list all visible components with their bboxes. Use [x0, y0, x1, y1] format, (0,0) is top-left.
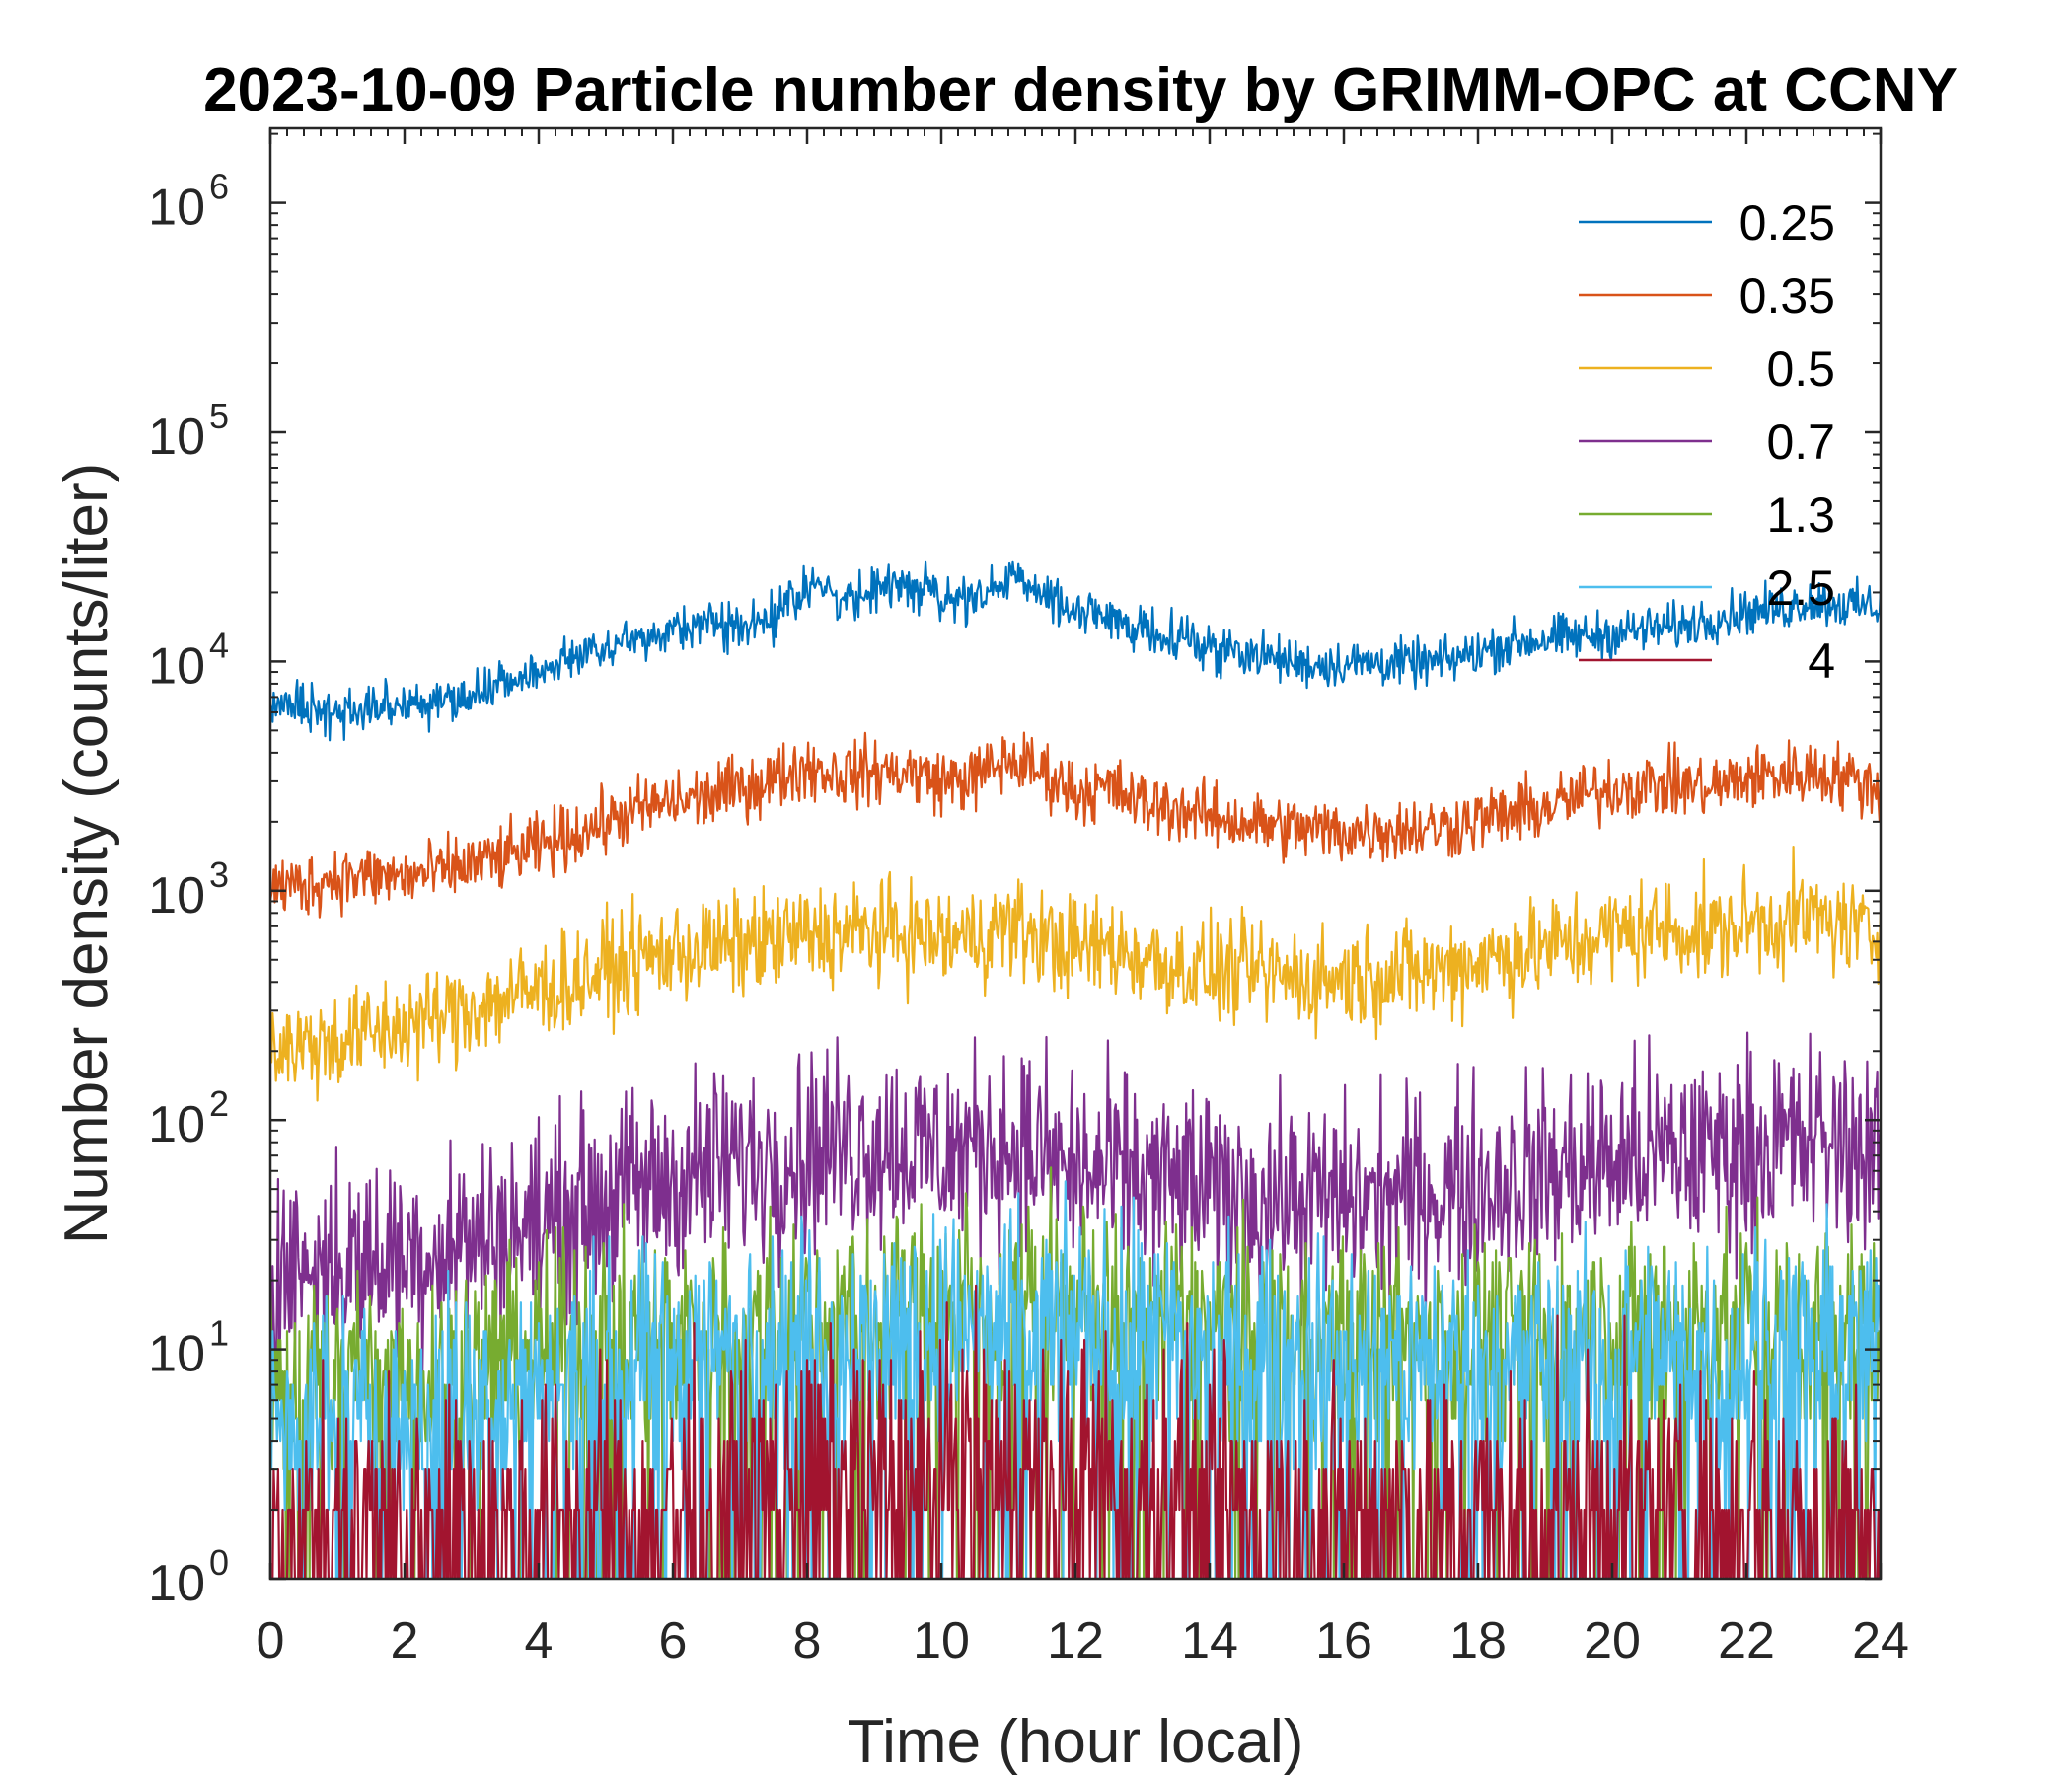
y-tick-base: 10: [148, 180, 205, 237]
plot-area: [268, 126, 1883, 1581]
y-tick-exponent: 2: [209, 1083, 229, 1124]
legend-label-0_35: 0.35: [1739, 268, 1835, 324]
y-tick-label: 10 4: [148, 625, 229, 695]
y-tick-exponent: 1: [209, 1313, 229, 1354]
x-tick-label: 4: [525, 1612, 554, 1669]
x-tick-label: 8: [793, 1612, 822, 1669]
x-tick-label: 6: [659, 1612, 688, 1669]
series-line-0_7: [270, 1031, 1881, 1401]
series-line-2_5: [270, 1180, 1881, 1579]
legend-label-0_5: 0.5: [1766, 341, 1835, 397]
chart-title: 2023-10-09 Particle number density by GR…: [203, 56, 1958, 124]
x-tick-label: 18: [1449, 1612, 1507, 1669]
series-line-0_35: [270, 731, 1881, 919]
legend-label-2_5: 2.5: [1766, 560, 1835, 616]
y-tick-label: 10 1: [148, 1313, 229, 1383]
y-tick-base: 10: [148, 1555, 205, 1612]
series-layer: [270, 560, 1881, 1579]
x-tick-label: 2: [391, 1612, 419, 1669]
x-tick-label: 16: [1315, 1612, 1372, 1669]
x-tick-label: 14: [1181, 1612, 1238, 1669]
legend-label-4: 4: [1808, 633, 1835, 689]
y-tick-base: 10: [148, 408, 205, 466]
x-tick-label: 20: [1584, 1612, 1641, 1669]
y-tick-base: 10: [148, 1326, 205, 1383]
legend-label-1_3: 1.3: [1766, 487, 1835, 543]
x-tick-label: 22: [1718, 1612, 1775, 1669]
y-tick-base: 10: [148, 637, 205, 695]
x-axis-label: Time (hour local): [848, 1708, 1304, 1776]
legend[interactable]: 0.25 0.35 0.5 0.7 1.3 2.5 4: [1579, 195, 1835, 689]
y-tick-label: 10 6: [148, 167, 229, 237]
plot-frame: [268, 126, 1883, 1581]
y-tick-label: 10 0: [148, 1542, 229, 1612]
series-line-4: [270, 1284, 1881, 1579]
y-tick-label: 10 3: [148, 854, 229, 925]
x-tick-label: 10: [913, 1612, 970, 1669]
x-tick-label: 12: [1047, 1612, 1104, 1669]
x-tick-label: 24: [1852, 1612, 1909, 1669]
y-tick-exponent: 0: [209, 1542, 229, 1583]
minor-ticks: [269, 128, 1882, 1512]
y-tick-exponent: 4: [209, 625, 229, 665]
legend-label-0_25: 0.25: [1739, 195, 1835, 251]
x-tick-label: 0: [257, 1612, 285, 1669]
y-tick-exponent: 6: [209, 167, 229, 207]
y-tick-exponent: 3: [209, 854, 229, 895]
x-tick-labels: 0 2 4 6 8 10 12 14 16 18 20 22 24: [257, 1612, 1909, 1669]
y-tick-base: 10: [148, 867, 205, 925]
series-line-0_5: [270, 846, 1881, 1102]
legend-label-0_7: 0.7: [1766, 414, 1835, 470]
y-tick-label: 10 2: [148, 1083, 229, 1153]
y-axis-label: Number density (counts/liter): [52, 463, 120, 1245]
y-tick-label: 10 5: [148, 396, 229, 466]
y-tick-exponent: 5: [209, 396, 229, 436]
y-tick-base: 10: [148, 1096, 205, 1153]
series-line-0_25: [270, 560, 1881, 742]
